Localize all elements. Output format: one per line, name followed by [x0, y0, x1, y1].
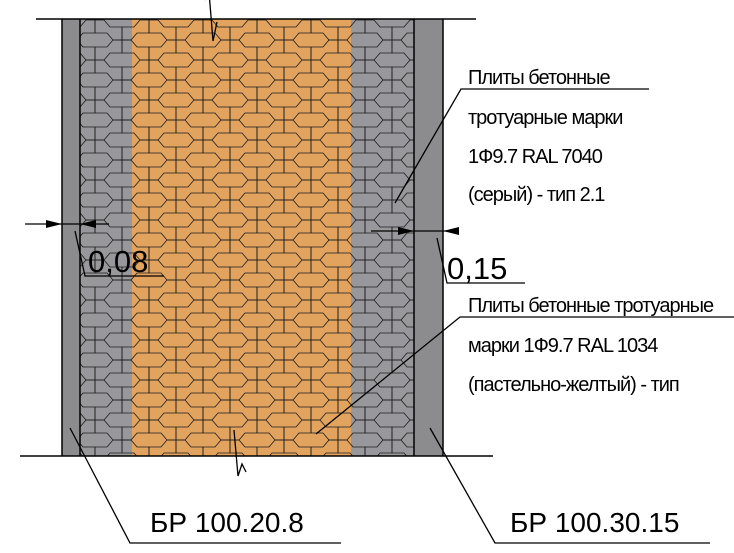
break-mark-bottom: [233, 429, 247, 477]
dimension-left: [25, 220, 164, 277]
gray-plate-label-line1: Плиты бетонные: [468, 67, 611, 89]
yellow-paving-band: [132, 19, 358, 456]
right-curb-label: БР 100.30.15: [510, 507, 679, 538]
left-curb: [62, 19, 80, 456]
right-curb: [414, 19, 443, 456]
dimension-right: [371, 227, 525, 284]
gray-paving-band-right: [351, 19, 414, 456]
break-mark-top: [205, 0, 218, 42]
dimension-left-label: 0,08: [88, 244, 148, 279]
leader-left-curb: [69, 427, 341, 544]
edge-lines: [20, 18, 493, 457]
yellow-plate-label-line2: марки 1Ф9.7 RAL 1034: [468, 335, 658, 357]
leader-gray-plate: [394, 88, 649, 204]
gray-plate-label-line3: 1Ф9.7 RAL 7040: [468, 146, 603, 168]
dimension-right-label: 0,15: [447, 251, 507, 286]
yellow-plate-label-line1: Плиты бетонные тротуарные: [468, 295, 714, 317]
yellow-plate-label-line3: (пастельно-желтый) - тип: [468, 374, 679, 396]
gray-paving-band-left: [80, 19, 137, 456]
leader-yellow-plate: [315, 316, 734, 435]
left-curb-label: БР 100.20.8: [150, 507, 304, 538]
leader-right-curb: [429, 427, 710, 544]
gray-plate-label-line2: тротуарные марки: [468, 107, 622, 129]
gray-plate-label-line4: (серый) - тип 2.1: [468, 184, 605, 206]
